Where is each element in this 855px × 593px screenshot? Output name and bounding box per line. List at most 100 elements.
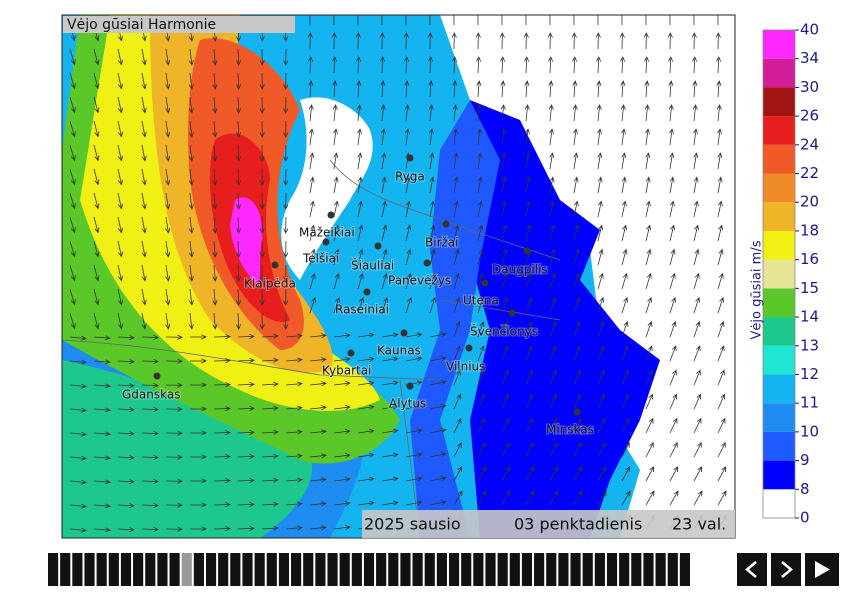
timeline-step[interactable]	[582, 553, 593, 586]
timeline-step[interactable]	[485, 553, 496, 586]
wind-arrow	[69, 455, 87, 461]
timeline-step[interactable]	[363, 553, 375, 586]
wind-arrow	[309, 405, 327, 411]
wind-arrow	[357, 476, 375, 482]
wind-arrow	[429, 500, 447, 506]
timeline-step[interactable]	[534, 553, 545, 586]
timeline-step[interactable]	[278, 553, 290, 586]
timeline-step[interactable]	[376, 553, 387, 586]
timeline-step[interactable]	[72, 553, 83, 586]
wind-arrow	[501, 466, 511, 482]
timeline-step[interactable]	[643, 553, 654, 586]
timeline-step[interactable]	[473, 553, 484, 586]
wind-arrow	[477, 417, 486, 434]
timeline-step[interactable]	[218, 553, 229, 586]
wind-arrow	[261, 405, 279, 411]
timeline-step[interactable]	[169, 553, 180, 586]
timeline-step[interactable]	[242, 553, 253, 586]
timeline-step[interactable]	[448, 553, 460, 586]
timeline-step[interactable]	[546, 553, 557, 586]
wind-arrow	[69, 407, 87, 413]
wind-arrow	[308, 104, 314, 122]
wind-arrow	[547, 32, 553, 50]
timeline-step[interactable]	[424, 553, 435, 586]
wind-arrow	[573, 345, 581, 362]
timeline-step[interactable]	[291, 553, 302, 586]
timeline-step[interactable]	[145, 553, 156, 586]
wind-arrow	[477, 296, 485, 314]
timeline-step[interactable]	[521, 553, 533, 586]
timeline-step[interactable]	[230, 553, 241, 586]
wind-arrow	[381, 380, 399, 386]
timeline-step[interactable]	[327, 553, 338, 586]
timeline-step[interactable]	[133, 553, 144, 586]
timeline-step[interactable]	[570, 553, 581, 586]
play-button[interactable]	[805, 553, 839, 586]
timeline-step[interactable]	[193, 553, 204, 586]
timeline-step[interactable]	[461, 553, 472, 586]
wind-arrow	[549, 441, 558, 458]
timeline-step[interactable]	[400, 553, 411, 586]
timeline-step[interactable]	[497, 553, 508, 586]
timeline-step[interactable]	[120, 553, 132, 586]
wind-arrow	[572, 56, 578, 74]
wind-arrow	[717, 490, 727, 506]
wind-arrow	[333, 296, 341, 314]
timeline-step[interactable]	[619, 553, 630, 586]
timeline-step[interactable]	[315, 553, 326, 586]
wind-arrow	[549, 248, 556, 266]
timeline-step[interactable]	[339, 553, 350, 586]
prev-button[interactable]	[737, 553, 767, 586]
wind-arrow	[380, 128, 387, 146]
timeline-step[interactable]	[157, 553, 168, 586]
timeline-step[interactable]	[631, 553, 642, 586]
wind-arrow	[405, 476, 423, 482]
legend-band	[763, 460, 795, 490]
wind-arrow	[69, 120, 76, 138]
next-button[interactable]	[771, 553, 801, 586]
wind-arrow	[429, 476, 447, 482]
wind-arrow	[69, 359, 87, 365]
wind-arrow	[165, 334, 183, 340]
wind-arrow	[429, 332, 447, 338]
wind-arrow	[117, 359, 135, 365]
timeline-step[interactable]	[436, 553, 447, 586]
timeline-step[interactable]	[205, 553, 217, 586]
timeline-step[interactable]	[96, 553, 107, 586]
wind-arrow	[309, 453, 327, 459]
wind-arrow	[117, 192, 124, 210]
timeline-step[interactable]	[388, 553, 399, 586]
timeline-step[interactable]	[655, 553, 666, 586]
timeline-step[interactable]	[266, 553, 277, 586]
timeline-step[interactable]	[181, 553, 192, 586]
wind-arrow	[475, 32, 481, 50]
wind-arrow	[285, 333, 303, 339]
wind-arrow	[165, 96, 171, 114]
timeline-step[interactable]	[108, 553, 119, 586]
timeline-step[interactable]	[254, 553, 265, 586]
timeline-step[interactable]	[679, 553, 690, 586]
wind-arrow	[69, 216, 76, 234]
wind-arrow	[477, 321, 485, 338]
wind-arrow	[476, 80, 482, 98]
timeline-step[interactable]	[303, 553, 314, 586]
timeline-step[interactable]	[558, 553, 569, 586]
wind-arrow	[451, 32, 457, 50]
timeline-step[interactable]	[594, 553, 605, 586]
timeline-step[interactable]	[48, 553, 59, 586]
wind-arrow	[693, 369, 701, 386]
timeline-step[interactable]	[412, 553, 423, 586]
timeline-step[interactable]	[606, 553, 618, 586]
timeline-step[interactable]	[60, 553, 71, 586]
wind-arrow	[189, 526, 207, 532]
timeline-step[interactable]	[84, 553, 95, 586]
wind-arrow	[597, 200, 603, 218]
timeline-step[interactable]	[667, 553, 678, 586]
wind-arrow	[117, 503, 135, 509]
wind-arrow	[501, 296, 509, 314]
timeline-step[interactable]	[509, 553, 520, 586]
wind-arrow	[692, 104, 698, 122]
timeline-step[interactable]	[351, 553, 362, 586]
wind-arrow	[380, 80, 386, 98]
